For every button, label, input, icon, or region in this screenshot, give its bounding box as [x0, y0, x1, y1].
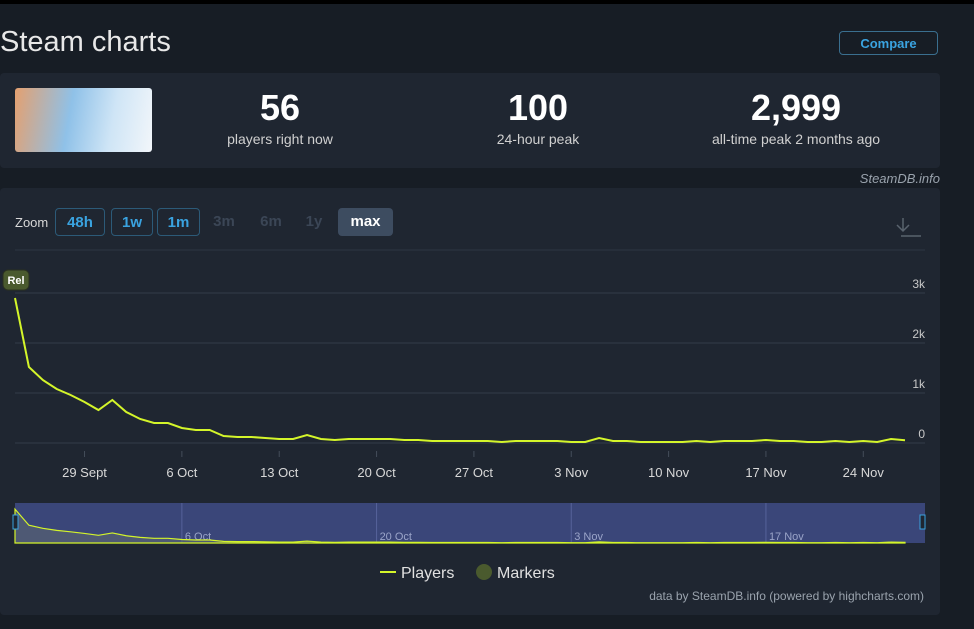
stat-label: all-time peak 2 months ago — [711, 131, 881, 147]
series-line — [14, 297, 906, 444]
top-bar — [0, 0, 974, 4]
navigator — [15, 503, 925, 543]
stat-label: 24-hour peak — [496, 131, 580, 147]
stat-value: 100 — [507, 87, 569, 128]
x-tick-label: 20 Oct — [357, 465, 396, 480]
navigator-handle — [12, 514, 19, 530]
x-tick-label: 27 Oct — [455, 465, 494, 480]
zoom-button[interactable]: max — [338, 208, 393, 236]
y-tick-label: 3k — [912, 277, 926, 291]
download-icon[interactable] — [896, 218, 921, 237]
stat-value: 56 — [259, 87, 301, 128]
navigator-label: 20 Oct — [380, 531, 412, 543]
stat-value: 2,999 — [750, 87, 842, 128]
chart-panel: Zoom 48h 1w 1m 3m 6m 1y max — [0, 188, 940, 615]
navigator-handle — [919, 514, 926, 530]
x-tick-label: 17 Nov — [745, 465, 787, 480]
x-tick-label: 3 Nov — [554, 465, 588, 480]
navigator-area — [14, 507, 906, 544]
zoom-button[interactable]: 1m — [157, 208, 200, 236]
navigator-label: 17 Nov — [769, 531, 804, 543]
x-tick-label: 13 Oct — [260, 465, 299, 480]
zoom-button: 1y — [305, 213, 323, 230]
zoom-button: 6m — [260, 213, 282, 230]
y-tick-label: 2k — [912, 327, 926, 341]
credits: data by SteamDB.info (powered by highcha… — [649, 589, 924, 603]
zoom-button: 3m — [213, 213, 235, 230]
page-title: Steam charts — [0, 26, 171, 58]
source-link[interactable]: SteamDB.info — [859, 171, 940, 186]
legend-label: Markers — [497, 565, 555, 582]
x-tick-label: 24 Nov — [843, 465, 885, 480]
stat-label: players right now — [227, 131, 333, 147]
stat: 2,999 all-time peak 2 months ago — [676, 87, 916, 147]
game-image — [15, 88, 152, 152]
zoom-button[interactable]: 1w — [111, 208, 153, 236]
marker-flag — [2, 269, 30, 291]
zoom-button[interactable]: 48h — [55, 208, 105, 236]
stat: 56 players right now — [160, 87, 400, 147]
legend-label: Players — [401, 565, 454, 582]
y-tick-label: 0 — [918, 427, 925, 441]
marker-label: Rel — [7, 275, 24, 287]
compare-button[interactable]: Compare — [839, 31, 938, 55]
compare-label: Compare — [860, 36, 917, 51]
x-tick-label: 6 Oct — [166, 465, 197, 480]
x-tick-label: 10 Nov — [648, 465, 690, 480]
x-tick-label: 29 Sept — [62, 465, 107, 480]
stats-panel: 56 players right now 100 24-hour peak 2,99… — [0, 73, 940, 168]
y-tick-label: 1k — [912, 377, 926, 391]
legend-symbol — [476, 564, 492, 580]
stat: 100 24-hour peak — [418, 87, 658, 147]
zoom-label: Zoom — [15, 215, 49, 230]
navigator-label: 3 Nov — [574, 531, 603, 543]
